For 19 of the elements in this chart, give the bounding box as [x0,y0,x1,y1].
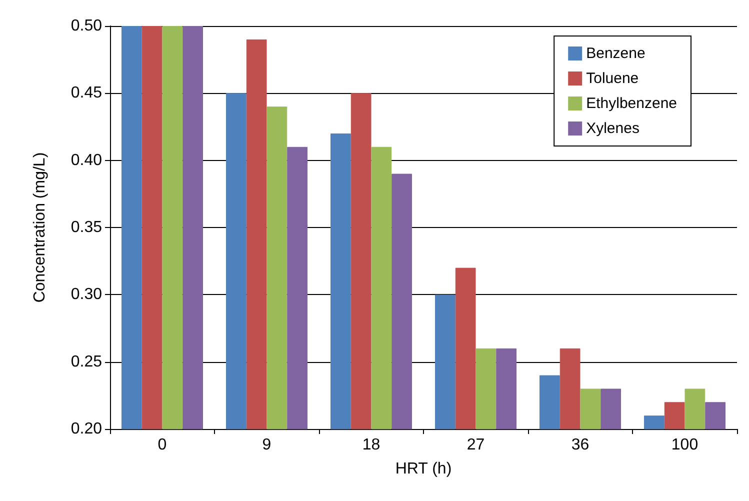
x-tick-label: 18 [362,436,380,454]
y-tick-label: 0.50 [70,18,102,34]
x-axis-title: HRT (h) [395,460,452,478]
y-tick-label: 0.45 [70,84,102,102]
x-tick-label: 9 [262,436,272,454]
y-tick-label: 0.40 [70,152,102,169]
legend-label: Benzene [586,45,646,62]
x-tick-label: 27 [466,436,485,454]
legend-label: Ethylbenzene [586,95,678,112]
y-axis-title: Concentration (mg/L) [32,152,48,303]
x-tick-label: 100 [671,436,698,454]
x-tick-label: 0 [158,436,167,454]
y-tick-label: 0.35 [70,219,102,236]
y-tick-label: 0.20 [70,420,102,438]
y-tick-label: 0.30 [70,286,102,304]
y-tick-label: 0.25 [70,353,102,370]
legend-label: Toluene [586,70,639,87]
legend-label: Xylenes [586,120,640,137]
x-tick-label: 36 [571,436,590,454]
